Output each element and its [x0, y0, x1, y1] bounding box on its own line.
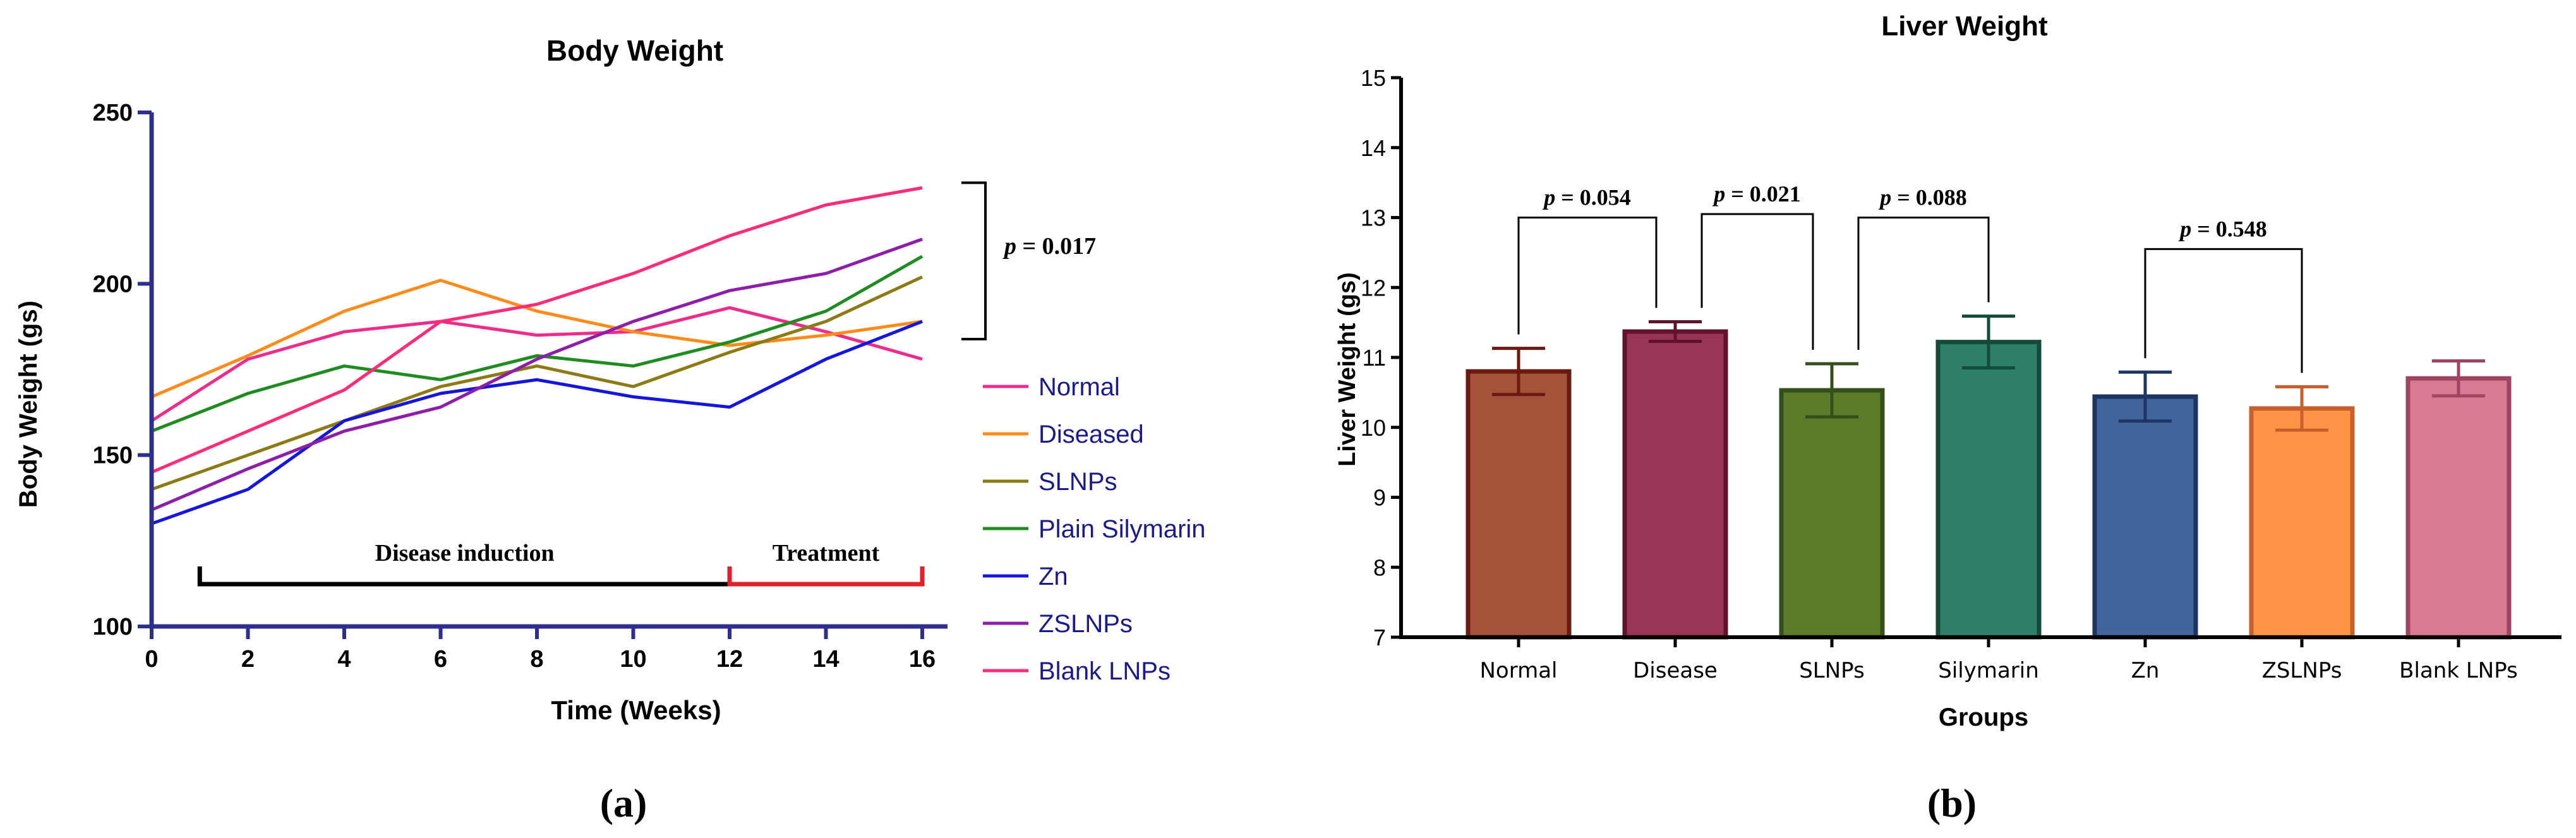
x-tick-label: 6 — [434, 646, 447, 673]
chart-a-y-label: Body Weight (gs) — [15, 301, 42, 508]
y-tick-label: 7 — [1373, 625, 1386, 650]
x-tick-label: SLNPs — [1799, 658, 1865, 683]
comparison-bracket — [1857, 217, 1990, 350]
p-value-label: p = 0.017 — [1002, 233, 1096, 260]
bar-zn — [2092, 394, 2198, 640]
y-tick-label: 200 — [93, 271, 133, 297]
y-tick-label: 250 — [93, 100, 133, 126]
comparison-p-value: p = 0.548 — [2178, 216, 2267, 241]
series-line-normal — [150, 306, 923, 422]
bar-disease — [1622, 329, 1728, 640]
comparison-p-value: p = 0.088 — [1878, 185, 1967, 210]
x-tick-label: 12 — [716, 646, 743, 673]
chart-b-ticks: 7 8 9 10 11 12 13 14 15 Normal Disease SLNPs Silymar… — [1361, 65, 2518, 683]
chart-b-title: Liver Weight — [1881, 11, 2048, 42]
treatment-label: Treatment — [773, 540, 880, 566]
x-tick-label: 14 — [812, 646, 839, 673]
x-tick-label: Blank LNPs — [2399, 658, 2518, 683]
panel-a-label: (a) — [600, 781, 647, 825]
chart-b-y-label: Liver Weight (gs) — [1334, 272, 1361, 467]
chart-b-x-label: Groups — [1939, 703, 2028, 731]
y-tick-label: 12 — [1361, 275, 1386, 301]
y-tick-label: 13 — [1361, 205, 1386, 231]
x-tick-label: 0 — [145, 646, 158, 673]
x-tick-label: 10 — [620, 646, 646, 673]
treatment-bracket: Treatment — [727, 540, 925, 587]
bar-zslnps — [2249, 406, 2355, 640]
series-line-blank-lnps — [151, 186, 923, 474]
y-tick-label: 8 — [1373, 554, 1386, 580]
chart-a-legend: Normal Diseased SLNPs Plain Silymarin Zn ZSLN… — [983, 373, 1206, 685]
legend-label: Zn — [1038, 563, 1068, 590]
chart-b-bars — [1466, 314, 2512, 640]
chart-a-series — [150, 186, 924, 525]
bar-silymarin — [1935, 340, 2042, 640]
chart-a-x-label: Time (Weeks) — [551, 695, 721, 725]
chart-b-comparisons: p = 0.054 p = 0.021 p = 0.088 p = 0.548 — [1517, 181, 2303, 373]
legend-label: Blank LNPs — [1038, 657, 1171, 685]
liver-weight-chart: Liver Weight 7 8 9 10 11 12 13 14 15 Normal Diseas… — [1334, 11, 2561, 731]
y-tick-label: 100 — [93, 614, 133, 640]
disease-induction-bracket: Disease induction — [197, 540, 732, 587]
series-line-slnps — [151, 275, 924, 491]
y-tick-label: 15 — [1361, 65, 1386, 91]
chart-a-title: Body Weight — [546, 34, 723, 67]
series-line-zslnps — [151, 237, 923, 512]
series-line-zn — [151, 320, 923, 525]
chart-a-ticks: 100 150 200 250 0 2 4 6 8 10 12 14 16 — [93, 100, 936, 673]
y-tick-label: 10 — [1361, 415, 1386, 441]
series-line-diseased — [151, 278, 923, 398]
comparison-bracket — [1700, 213, 1814, 350]
legend-label: Plain Silymarin — [1038, 515, 1206, 543]
legend-label: Normal — [1038, 373, 1120, 401]
legend-label: SLNPs — [1038, 468, 1117, 496]
y-tick-label: 9 — [1373, 485, 1386, 511]
body-weight-chart: Body Weight 100 150 200 250 0 2 4 6 8 10 12 14 16 Bo… — [15, 34, 1206, 725]
comparison-p-value: p = 0.021 — [1712, 181, 1801, 207]
disease-induction-label: Disease induction — [375, 540, 555, 566]
legend-label: Diseased — [1038, 421, 1144, 448]
comparison-bracket — [2144, 248, 2303, 373]
y-tick-label: 14 — [1361, 135, 1386, 161]
bar-blank-lnps — [2405, 376, 2512, 640]
x-tick-label: ZSLNPs — [2262, 658, 2342, 683]
x-tick-label: 2 — [241, 646, 255, 673]
panel-b-label: (b) — [1927, 781, 1977, 825]
comparison-bracket — [1517, 217, 1658, 335]
x-tick-label: Normal — [1479, 658, 1557, 683]
y-tick-label: 150 — [93, 443, 133, 469]
y-tick-label: 11 — [1363, 345, 1386, 371]
x-tick-label: 8 — [530, 646, 543, 673]
comparison-p-value: p = 0.054 — [1542, 185, 1631, 210]
x-tick-label: Disease — [1633, 658, 1718, 683]
x-tick-label: 4 — [337, 646, 351, 673]
x-tick-label: 16 — [909, 646, 936, 673]
legend-label: ZSLNPs — [1038, 610, 1133, 638]
bar-normal — [1466, 369, 1572, 640]
bar-slnps — [1779, 388, 1885, 640]
p-value-bracket: p = 0.017 — [961, 181, 1096, 341]
x-tick-label: Silymarin — [1938, 658, 2039, 683]
x-tick-label: Zn — [2131, 658, 2160, 683]
series-line-plain-silymarin — [151, 254, 924, 433]
